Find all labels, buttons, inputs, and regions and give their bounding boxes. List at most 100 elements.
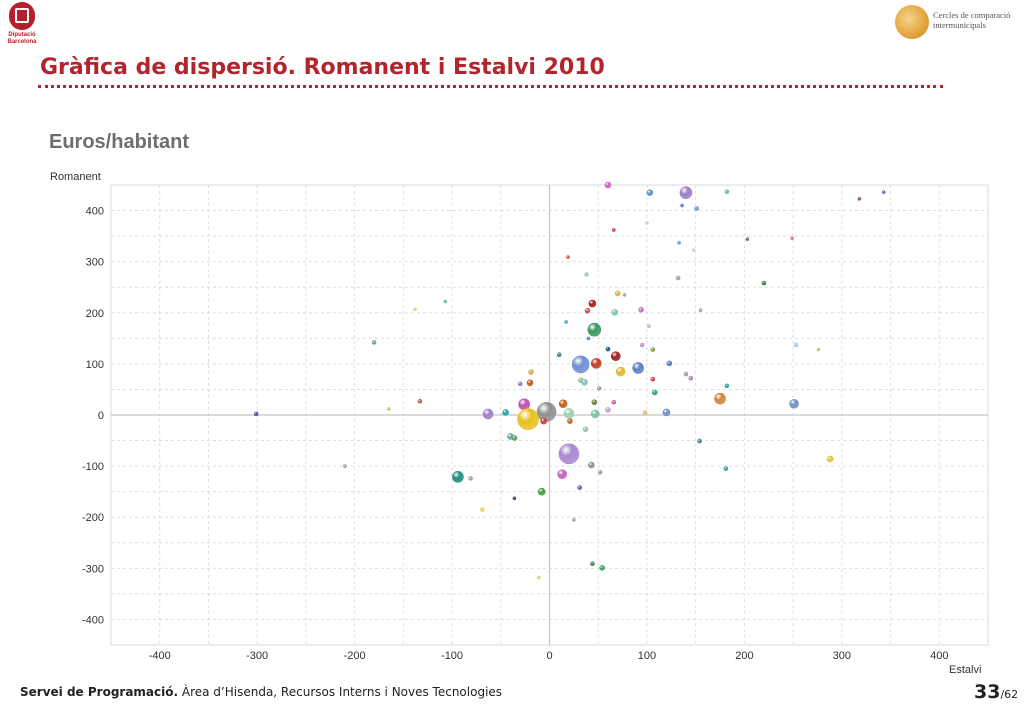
data-point	[567, 418, 573, 424]
data-point	[857, 197, 862, 201]
data-point	[540, 417, 547, 425]
data-point	[479, 507, 485, 512]
data-point	[881, 190, 886, 194]
data-point	[577, 485, 583, 490]
cercles-logo: Cercles de comparació intermunicipals	[893, 4, 1021, 42]
data-point	[564, 320, 568, 324]
data-point	[675, 275, 681, 281]
data-point	[566, 255, 570, 259]
data-point	[417, 398, 423, 404]
data-point	[723, 466, 729, 471]
data-point	[724, 383, 730, 389]
data-point	[698, 308, 703, 313]
chart-tick-labels: -400 -300 -200 -100 0 100 200 300 400 -400 -300 -20…	[82, 206, 948, 662]
data-point	[587, 322, 602, 337]
footer-department: Servei de Programació. Àrea d’Hisenda, R…	[20, 685, 502, 699]
data-point	[611, 399, 617, 405]
data-point	[638, 306, 644, 313]
title-divider	[38, 85, 943, 88]
y-axis-label: Romanent	[50, 171, 101, 183]
data-point	[647, 324, 651, 328]
logo-left-text: Diputació Barcelona	[7, 32, 37, 45]
data-point	[571, 355, 590, 374]
data-point	[599, 565, 605, 571]
data-point	[528, 369, 534, 375]
data-point	[789, 398, 799, 409]
data-point	[537, 487, 546, 496]
y-tick-label: 200	[86, 308, 104, 320]
logo-right-text: Cercles de comparació intermunicipals	[933, 10, 1011, 30]
y-tick-label: 400	[86, 206, 104, 218]
data-point	[588, 299, 597, 308]
data-point	[511, 435, 518, 441]
data-point	[745, 237, 750, 241]
data-point	[591, 399, 598, 406]
data-point	[596, 386, 602, 391]
page-current: 33	[974, 681, 1001, 703]
data-point	[615, 366, 626, 377]
data-point	[253, 411, 259, 417]
data-point	[614, 290, 621, 297]
y-tick-label: -200	[82, 512, 104, 524]
data-point	[604, 181, 612, 189]
y-tick-label: 0	[98, 410, 104, 422]
data-point	[605, 407, 611, 413]
x-tick-label: -400	[149, 650, 171, 662]
data-point	[558, 399, 568, 409]
data-point	[590, 358, 602, 369]
data-point	[588, 461, 595, 469]
data-point	[694, 206, 699, 211]
data-point	[343, 464, 347, 468]
data-point	[793, 342, 799, 348]
data-point	[816, 347, 821, 352]
data-point	[650, 376, 656, 382]
chart-points	[253, 181, 886, 580]
data-point	[612, 228, 616, 232]
data-point	[651, 389, 658, 396]
x-tick-label: 300	[833, 650, 851, 662]
data-point	[557, 469, 567, 480]
data-point	[584, 307, 591, 314]
data-point	[581, 378, 588, 386]
data-point	[443, 299, 448, 304]
data-point	[558, 443, 580, 465]
data-point	[386, 407, 391, 411]
data-point	[586, 336, 591, 341]
data-point	[605, 346, 611, 352]
data-point	[642, 410, 648, 415]
x-tick-label: 400	[930, 650, 948, 662]
x-tick-label: 0	[546, 650, 552, 662]
footer-department-bold: Servei de Programació.	[20, 685, 179, 699]
data-point	[572, 517, 576, 522]
data-point	[597, 469, 603, 475]
data-point	[517, 408, 539, 430]
data-point	[468, 476, 473, 481]
data-point	[611, 308, 619, 316]
data-point	[632, 362, 644, 374]
diputacio-logo: Diputació Barcelona	[3, 2, 41, 50]
y-tick-label: -400	[82, 614, 104, 626]
data-point	[584, 272, 589, 277]
data-point	[371, 340, 377, 345]
x-tick-label: 100	[638, 650, 656, 662]
footer-department-rest: Àrea d’Hisenda, Recursos Interns i Noves…	[178, 685, 503, 699]
y-tick-label: 300	[86, 257, 104, 269]
data-point	[688, 375, 694, 381]
data-point	[610, 351, 621, 362]
data-point	[482, 408, 494, 420]
page-total: /62	[1000, 688, 1019, 701]
data-point	[666, 360, 673, 367]
data-point	[590, 409, 600, 419]
data-point	[650, 347, 656, 352]
data-point	[536, 575, 541, 580]
data-point	[697, 438, 702, 444]
coat-of-arms-icon	[9, 2, 35, 30]
x-tick-label: -200	[344, 650, 366, 662]
data-point	[582, 426, 589, 433]
data-point	[526, 379, 534, 387]
x-tick-label: -300	[246, 650, 268, 662]
x-tick-label: 200	[735, 650, 753, 662]
chart-subtitle: Euros/habitant	[49, 131, 190, 153]
data-point	[680, 203, 684, 208]
data-point	[563, 408, 575, 419]
